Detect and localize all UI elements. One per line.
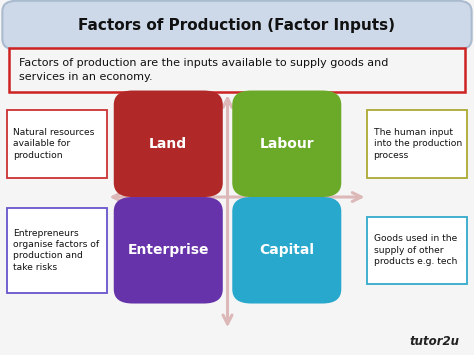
Text: Factors of Production (Factor Inputs): Factors of Production (Factor Inputs) <box>79 18 395 33</box>
FancyBboxPatch shape <box>232 91 341 197</box>
Text: Land: Land <box>149 137 187 151</box>
Text: Labour: Labour <box>259 137 314 151</box>
FancyBboxPatch shape <box>114 91 223 197</box>
Text: tutor2u: tutor2u <box>410 335 460 348</box>
FancyBboxPatch shape <box>367 217 467 284</box>
FancyBboxPatch shape <box>232 197 341 304</box>
FancyBboxPatch shape <box>9 48 465 92</box>
FancyBboxPatch shape <box>7 110 107 178</box>
Text: Capital: Capital <box>259 243 314 257</box>
FancyBboxPatch shape <box>367 110 467 178</box>
Text: The human input
into the production
process: The human input into the production proc… <box>374 128 462 160</box>
FancyBboxPatch shape <box>114 197 223 304</box>
Text: Enterprise: Enterprise <box>128 243 209 257</box>
Text: Factors of production are the inputs available to supply goods and
services in a: Factors of production are the inputs ava… <box>19 58 388 82</box>
FancyBboxPatch shape <box>2 1 472 50</box>
Text: Entrepreneurs
organise factors of
production and
take risks: Entrepreneurs organise factors of produc… <box>13 229 100 272</box>
Text: Goods used in the
supply of other
products e.g. tech: Goods used in the supply of other produc… <box>374 234 457 266</box>
FancyBboxPatch shape <box>7 208 107 293</box>
Text: Natural resources
available for
production: Natural resources available for producti… <box>13 128 95 160</box>
